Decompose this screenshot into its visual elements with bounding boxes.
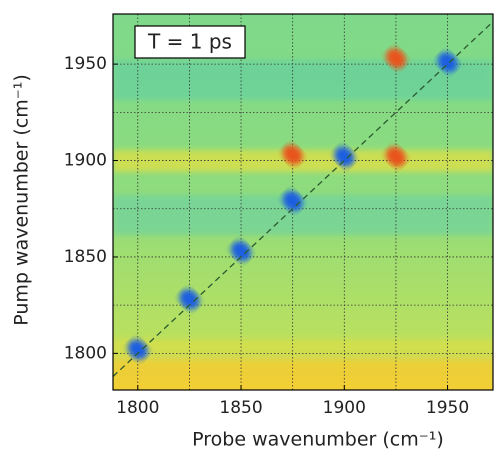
y-tick-label: 1800 (64, 343, 107, 363)
peak (282, 144, 303, 165)
plot-area (113, 14, 493, 390)
peak (230, 241, 252, 262)
y-tick-label: 1900 (64, 151, 107, 171)
peak (179, 289, 200, 310)
diagonal (113, 21, 493, 377)
x-axis-label: Probe wavenumber (cm⁻¹) (192, 429, 444, 451)
x-tick-label: 1900 (323, 398, 366, 418)
y-tick-label: 1950 (64, 54, 107, 74)
peak (334, 146, 355, 167)
peak (127, 339, 148, 360)
peak (385, 146, 406, 167)
peak (437, 52, 458, 73)
peak (282, 190, 303, 212)
x-tick-label: 1850 (219, 398, 262, 418)
annotation: T = 1 ps (147, 30, 232, 54)
x-tick-label: 1950 (426, 398, 469, 418)
peak (385, 48, 406, 69)
y-tick-label: 1850 (64, 247, 107, 267)
y-axis-label: Pump wavenumber (cm⁻¹) (11, 74, 33, 326)
x-tick-label: 1800 (116, 398, 159, 418)
